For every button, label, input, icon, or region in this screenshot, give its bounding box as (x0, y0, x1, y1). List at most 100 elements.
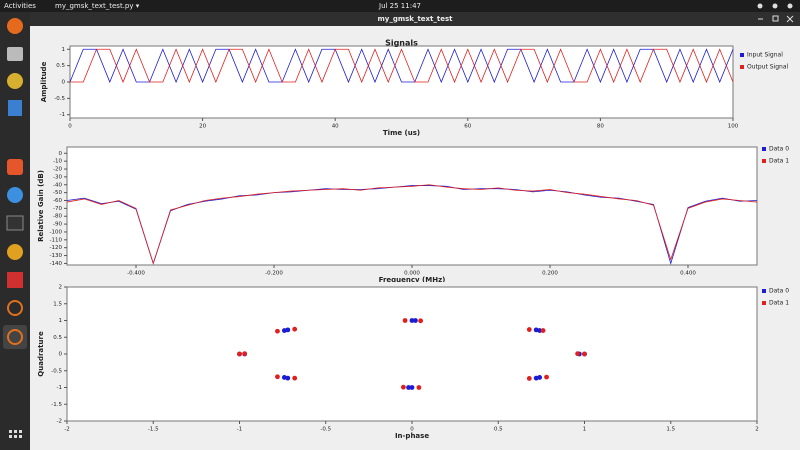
x-tick-label: 0.400 (680, 271, 696, 277)
y-axis-label: Quadrature (37, 331, 45, 377)
x-tick-label: 100 (728, 124, 739, 130)
scatter-point (537, 375, 543, 380)
y-axis-label: Relative Gain (dB) (37, 170, 45, 242)
y-tick-label: -0.5 (54, 96, 65, 102)
legend-swatch (762, 301, 766, 305)
clock[interactable]: Jul 25 11:47 (378, 2, 421, 10)
scatter-point (400, 384, 406, 390)
x-tick-label: 60 (464, 124, 471, 130)
window-controls[interactable] (758, 15, 794, 23)
y-axis-label: Amplitude (40, 61, 48, 102)
legend-label: Data 1 (769, 158, 789, 165)
y-tick-label: -80 (53, 214, 62, 220)
y-tick-label: 1.5 (53, 301, 62, 307)
chart-title: Signals (385, 39, 418, 48)
system-tray[interactable] (757, 3, 793, 9)
scatter-point (275, 328, 280, 334)
y-tick-label: -1 (60, 112, 65, 118)
app-menu[interactable]: my_gmsk_text_test.py ▾ (55, 2, 140, 10)
x-tick-label: -1 (237, 427, 242, 433)
scatter-point (409, 318, 415, 323)
scatter-point (544, 374, 549, 380)
series-line (69, 48, 734, 84)
scatter-point (281, 375, 287, 380)
legend-swatch (740, 53, 744, 57)
x-tick-label: 20 (199, 124, 206, 130)
y-tick-label: -130 (50, 253, 63, 259)
scatter-point (526, 376, 532, 381)
y-tick-label: -40 (53, 182, 62, 188)
x-tick-label: -0.200 (265, 271, 283, 277)
y-tick-label: 2 (59, 285, 63, 291)
scatter-point (582, 351, 587, 357)
y-tick-label: 0 (59, 151, 63, 157)
legend-swatch (762, 147, 766, 151)
y-tick-label: 1 (59, 318, 63, 324)
x-axis-label: Frequency (MHz) (379, 276, 446, 284)
scatter-point (537, 328, 543, 333)
y-tick-label: -90 (53, 222, 62, 228)
y-tick-label: 1 (62, 47, 66, 53)
legend-label: Data 1 (769, 300, 789, 307)
legend-label: Data 0 (769, 288, 789, 295)
y-tick-label: -110 (50, 237, 63, 243)
y-tick-label: 0 (59, 352, 63, 358)
scatter-point (575, 351, 580, 357)
window-titlebar (30, 12, 800, 26)
legend-swatch (762, 289, 766, 293)
x-tick-label: 0 (68, 124, 72, 130)
scatter-point (413, 318, 418, 323)
x-tick-label: 80 (597, 124, 604, 130)
x-tick-label: 0.200 (542, 271, 558, 277)
scatter-point (540, 328, 546, 333)
y-tick-label: -1 (57, 385, 62, 391)
y-tick-label: -140 (50, 261, 63, 267)
y-tick-label: -10 (53, 159, 62, 165)
dock-icons[interactable] (3, 18, 27, 438)
scatter-point (402, 318, 408, 323)
y-tick-label: -60 (53, 198, 62, 204)
x-tick-label: 0.5 (494, 427, 503, 433)
y-tick-label: -100 (50, 229, 63, 235)
plot-area (66, 146, 758, 266)
series-line (70, 48, 734, 84)
plot-area (66, 286, 758, 422)
x-tick-label: 1.5 (666, 427, 675, 433)
y-tick-label: -30 (53, 174, 62, 180)
scatter-point (406, 385, 411, 390)
activities[interactable]: Activities (4, 2, 36, 10)
series-line (66, 184, 758, 265)
x-tick-label: 40 (332, 124, 339, 130)
x-axis-label: In-phase (395, 432, 429, 440)
y-tick-label: -2 (57, 419, 62, 425)
scatter-point (275, 374, 280, 380)
y-tick-label: -120 (50, 245, 63, 251)
scatter-point (526, 327, 532, 332)
x-tick-label: 2 (755, 427, 759, 433)
y-tick-label: -1.5 (51, 402, 62, 408)
y-tick-label: -70 (53, 206, 62, 212)
scatter-point (416, 385, 422, 390)
legend-label: Data 0 (769, 146, 789, 153)
scatter-point (292, 326, 298, 332)
x-tick-label: 1 (583, 427, 587, 433)
x-axis-label: Time (us) (383, 129, 420, 137)
scatter-point (281, 328, 287, 333)
y-tick-label: 0 (62, 80, 66, 86)
legend-label: Output Signal (747, 64, 789, 71)
legend-swatch (762, 159, 766, 163)
x-tick-label: -2 (64, 427, 69, 433)
scatter-point (242, 351, 248, 357)
y-tick-label: 0.5 (56, 63, 65, 69)
scatter-point (292, 375, 298, 381)
x-tick-label: -1.5 (148, 427, 159, 433)
y-tick-label: 0.5 (53, 335, 62, 341)
y-tick-label: -20 (53, 167, 62, 173)
x-tick-label: -0.400 (127, 271, 145, 277)
x-tick-label: 0 (410, 427, 414, 433)
scatter-point (409, 385, 415, 390)
x-tick-label: 0.000 (404, 271, 420, 277)
scatter-point (418, 318, 424, 324)
x-tick-label: -0.5 (320, 427, 331, 433)
